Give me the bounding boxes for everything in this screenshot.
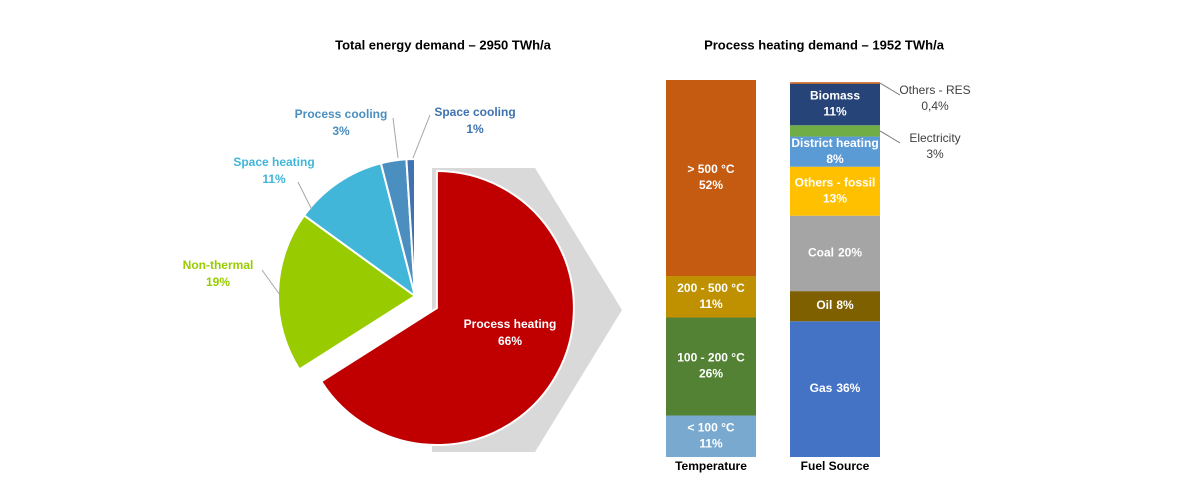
bar-segment [790,82,880,84]
segment-label: Electricity [909,131,960,145]
leader-line [879,82,901,96]
leader-line [261,269,281,296]
segment-label: District heating [791,136,878,150]
segment-label: 100 - 200 °C [677,351,745,365]
segment-value-label: 11% [699,297,723,311]
leader-line [879,130,901,144]
segment-label: 200 - 500 °C [677,281,745,295]
segment-label: Others - fossil [795,175,876,189]
slice-value-label: 11% [262,172,286,186]
segment-value-label: 20% [838,246,862,260]
bar-segment [666,80,756,277]
leader-line [392,117,399,159]
segment-label: Biomass [810,89,860,103]
bar-segment [666,276,756,318]
bar-segment [666,415,756,457]
x-tick-label: Temperature [675,459,747,473]
pie-slice [405,157,416,297]
bar-segment [666,317,756,416]
segment-value-label: 8% [836,298,854,312]
slice-label: Process cooling [295,107,388,121]
segment-label: Coal 20% [808,246,862,260]
segment-value-label: 13% [823,191,847,205]
slice-value-label: 66% [498,334,522,348]
leader-line [297,181,313,211]
segment-name: Coal [808,246,834,260]
segment-name: Gas [810,381,833,395]
segment-label: Oil 8% [816,298,854,312]
slice-label: Space cooling [434,105,515,119]
chart-title: Process heating demand – 1952 TWh/a [704,37,945,52]
segment-label: Gas 36% [810,381,861,395]
segment-value-label: 36% [836,381,860,395]
slice-value-label: 3% [332,124,350,138]
slice-label: Non-thermal [183,258,254,272]
slice-label: Space heating [233,155,314,169]
pie-slice [319,170,575,447]
segment-value-label: 8% [826,152,844,166]
bar-segment [790,136,880,167]
chart-title: Total energy demand – 2950 TWh/a [335,37,552,52]
segment-label: > 500 °C [687,162,734,176]
bar-segment [790,321,880,457]
segment-value-label: 0,4% [921,99,949,113]
bar-segment [790,291,880,322]
segment-label: < 100 °C [687,420,734,434]
x-tick-label: Fuel Source [801,459,870,473]
segment-value-label: 11% [699,436,723,450]
leader-line [412,114,431,159]
slice-value-label: 19% [206,275,230,289]
segment-value-label: 26% [699,367,723,381]
segment-label: Others - RES [899,83,970,97]
segment-value-label: 3% [926,147,944,161]
segment-name: Oil [816,298,832,312]
segment-value-label: 52% [699,178,723,192]
bar-segment [790,83,880,126]
bar-segment [790,166,880,216]
segment-value-label: 11% [823,105,847,119]
slice-label: Process heating [464,317,557,331]
slice-value-label: 1% [466,122,484,136]
bar-segment [790,215,880,292]
bar-segment [790,125,880,137]
pie-slice [302,162,417,299]
